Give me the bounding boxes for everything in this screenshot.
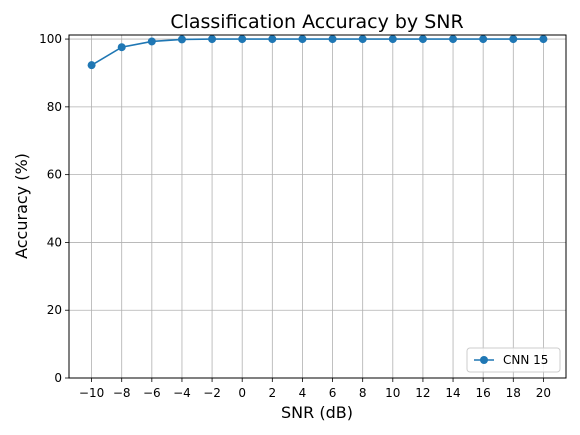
x-tick-label: −4 [173, 386, 191, 400]
y-tick-label: 100 [39, 32, 62, 46]
data-point [539, 35, 548, 44]
data-point [298, 35, 307, 44]
data-point [177, 35, 186, 44]
x-tick-label: 2 [268, 386, 276, 400]
data-point [509, 35, 518, 44]
x-tick-label: −10 [79, 386, 104, 400]
y-tick-label: 80 [47, 100, 62, 114]
legend-marker [480, 356, 488, 364]
legend: CNN 15 [466, 347, 561, 373]
series-layer [87, 35, 548, 70]
grid [69, 35, 566, 379]
x-tick-label: −2 [203, 386, 221, 400]
x-tick-label: −6 [143, 386, 161, 400]
data-point [238, 35, 247, 44]
series-line [91, 38, 544, 66]
x-tick-label: 18 [506, 386, 521, 400]
x-tick-label: 8 [359, 386, 367, 400]
x-tick-label: 16 [476, 386, 491, 400]
data-point [388, 35, 397, 44]
plot-frame [68, 34, 567, 379]
x-tick-label: 0 [238, 386, 246, 400]
data-point [328, 35, 337, 44]
legend-label: CNN 15 [503, 353, 548, 367]
data-point [358, 35, 367, 44]
data-point [268, 35, 277, 44]
chart-title: Classification Accuracy by SNR [170, 11, 463, 33]
data-point [208, 35, 217, 44]
data-point [147, 37, 156, 46]
x-axis: −10 −8 −6 −4 −2 0 2 4 6 8 10 12 14 16 18 20 [79, 378, 551, 400]
y-tick-label: 20 [47, 303, 62, 317]
x-tick-label: −8 [113, 386, 131, 400]
y-tick-label: 40 [47, 235, 62, 249]
x-tick-label: 12 [415, 386, 430, 400]
data-point [479, 35, 488, 44]
x-tick-label: 10 [385, 386, 400, 400]
x-tick-label: 4 [299, 386, 307, 400]
data-point [117, 43, 126, 52]
y-axis: 0 20 40 60 80 100 [39, 32, 69, 385]
legend-box [466, 347, 561, 373]
data-point [449, 35, 458, 44]
y-tick-label: 60 [47, 168, 62, 182]
x-tick-label: 20 [536, 386, 551, 400]
x-axis-label: SNR (dB) [281, 403, 353, 422]
y-tick-label: 0 [54, 371, 62, 385]
x-tick-label: 14 [445, 386, 460, 400]
data-point [418, 35, 427, 44]
data-point [87, 61, 96, 70]
x-tick-label: 6 [329, 386, 337, 400]
y-axis-label: Accuracy (%) [12, 153, 31, 259]
